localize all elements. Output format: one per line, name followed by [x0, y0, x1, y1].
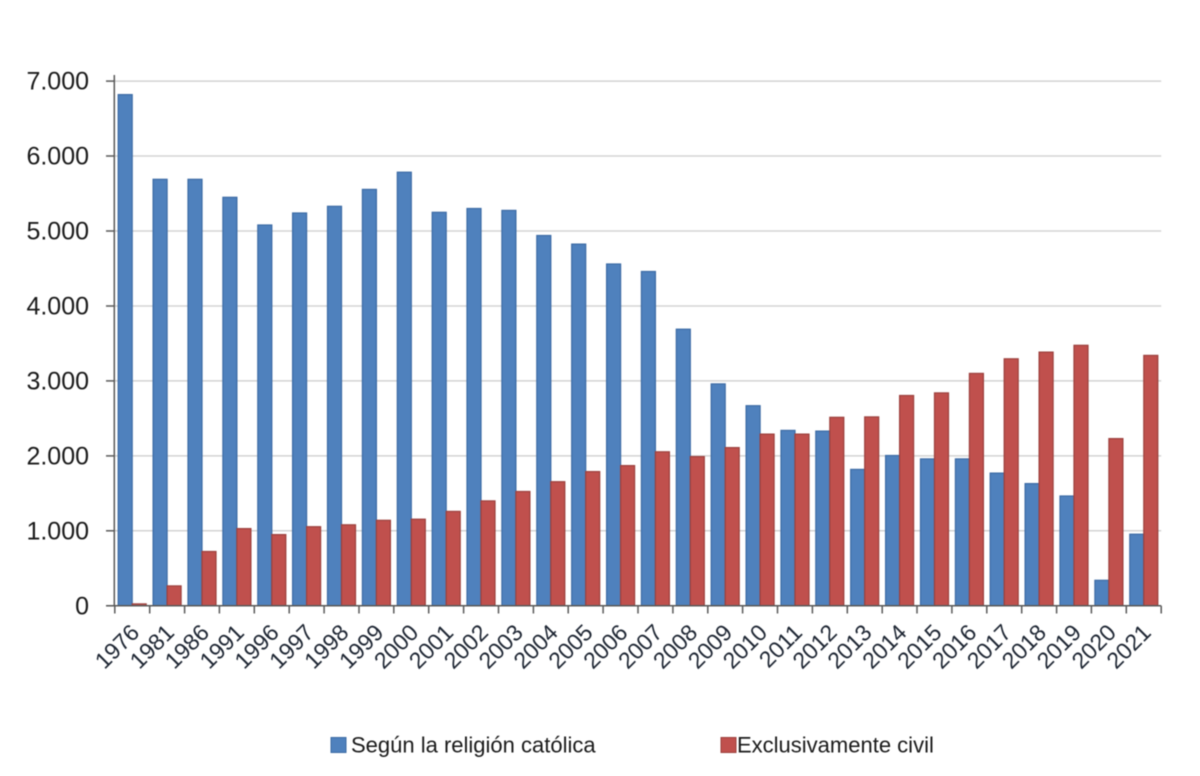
svg-text:3.000: 3.000: [26, 367, 89, 395]
svg-text:1.000: 1.000: [26, 517, 89, 545]
svg-text:4.000: 4.000: [26, 293, 89, 321]
svg-text:Según la religión católica: Según la religión católica: [351, 733, 596, 758]
svg-text:Exclusivamente civil: Exclusivamente civil: [737, 733, 934, 758]
svg-text:0: 0: [75, 592, 89, 620]
svg-text:2.000: 2.000: [26, 442, 89, 470]
svg-text:7.000: 7.000: [26, 68, 89, 96]
svg-text:6.000: 6.000: [26, 143, 89, 171]
svg-text:5.000: 5.000: [26, 218, 89, 246]
